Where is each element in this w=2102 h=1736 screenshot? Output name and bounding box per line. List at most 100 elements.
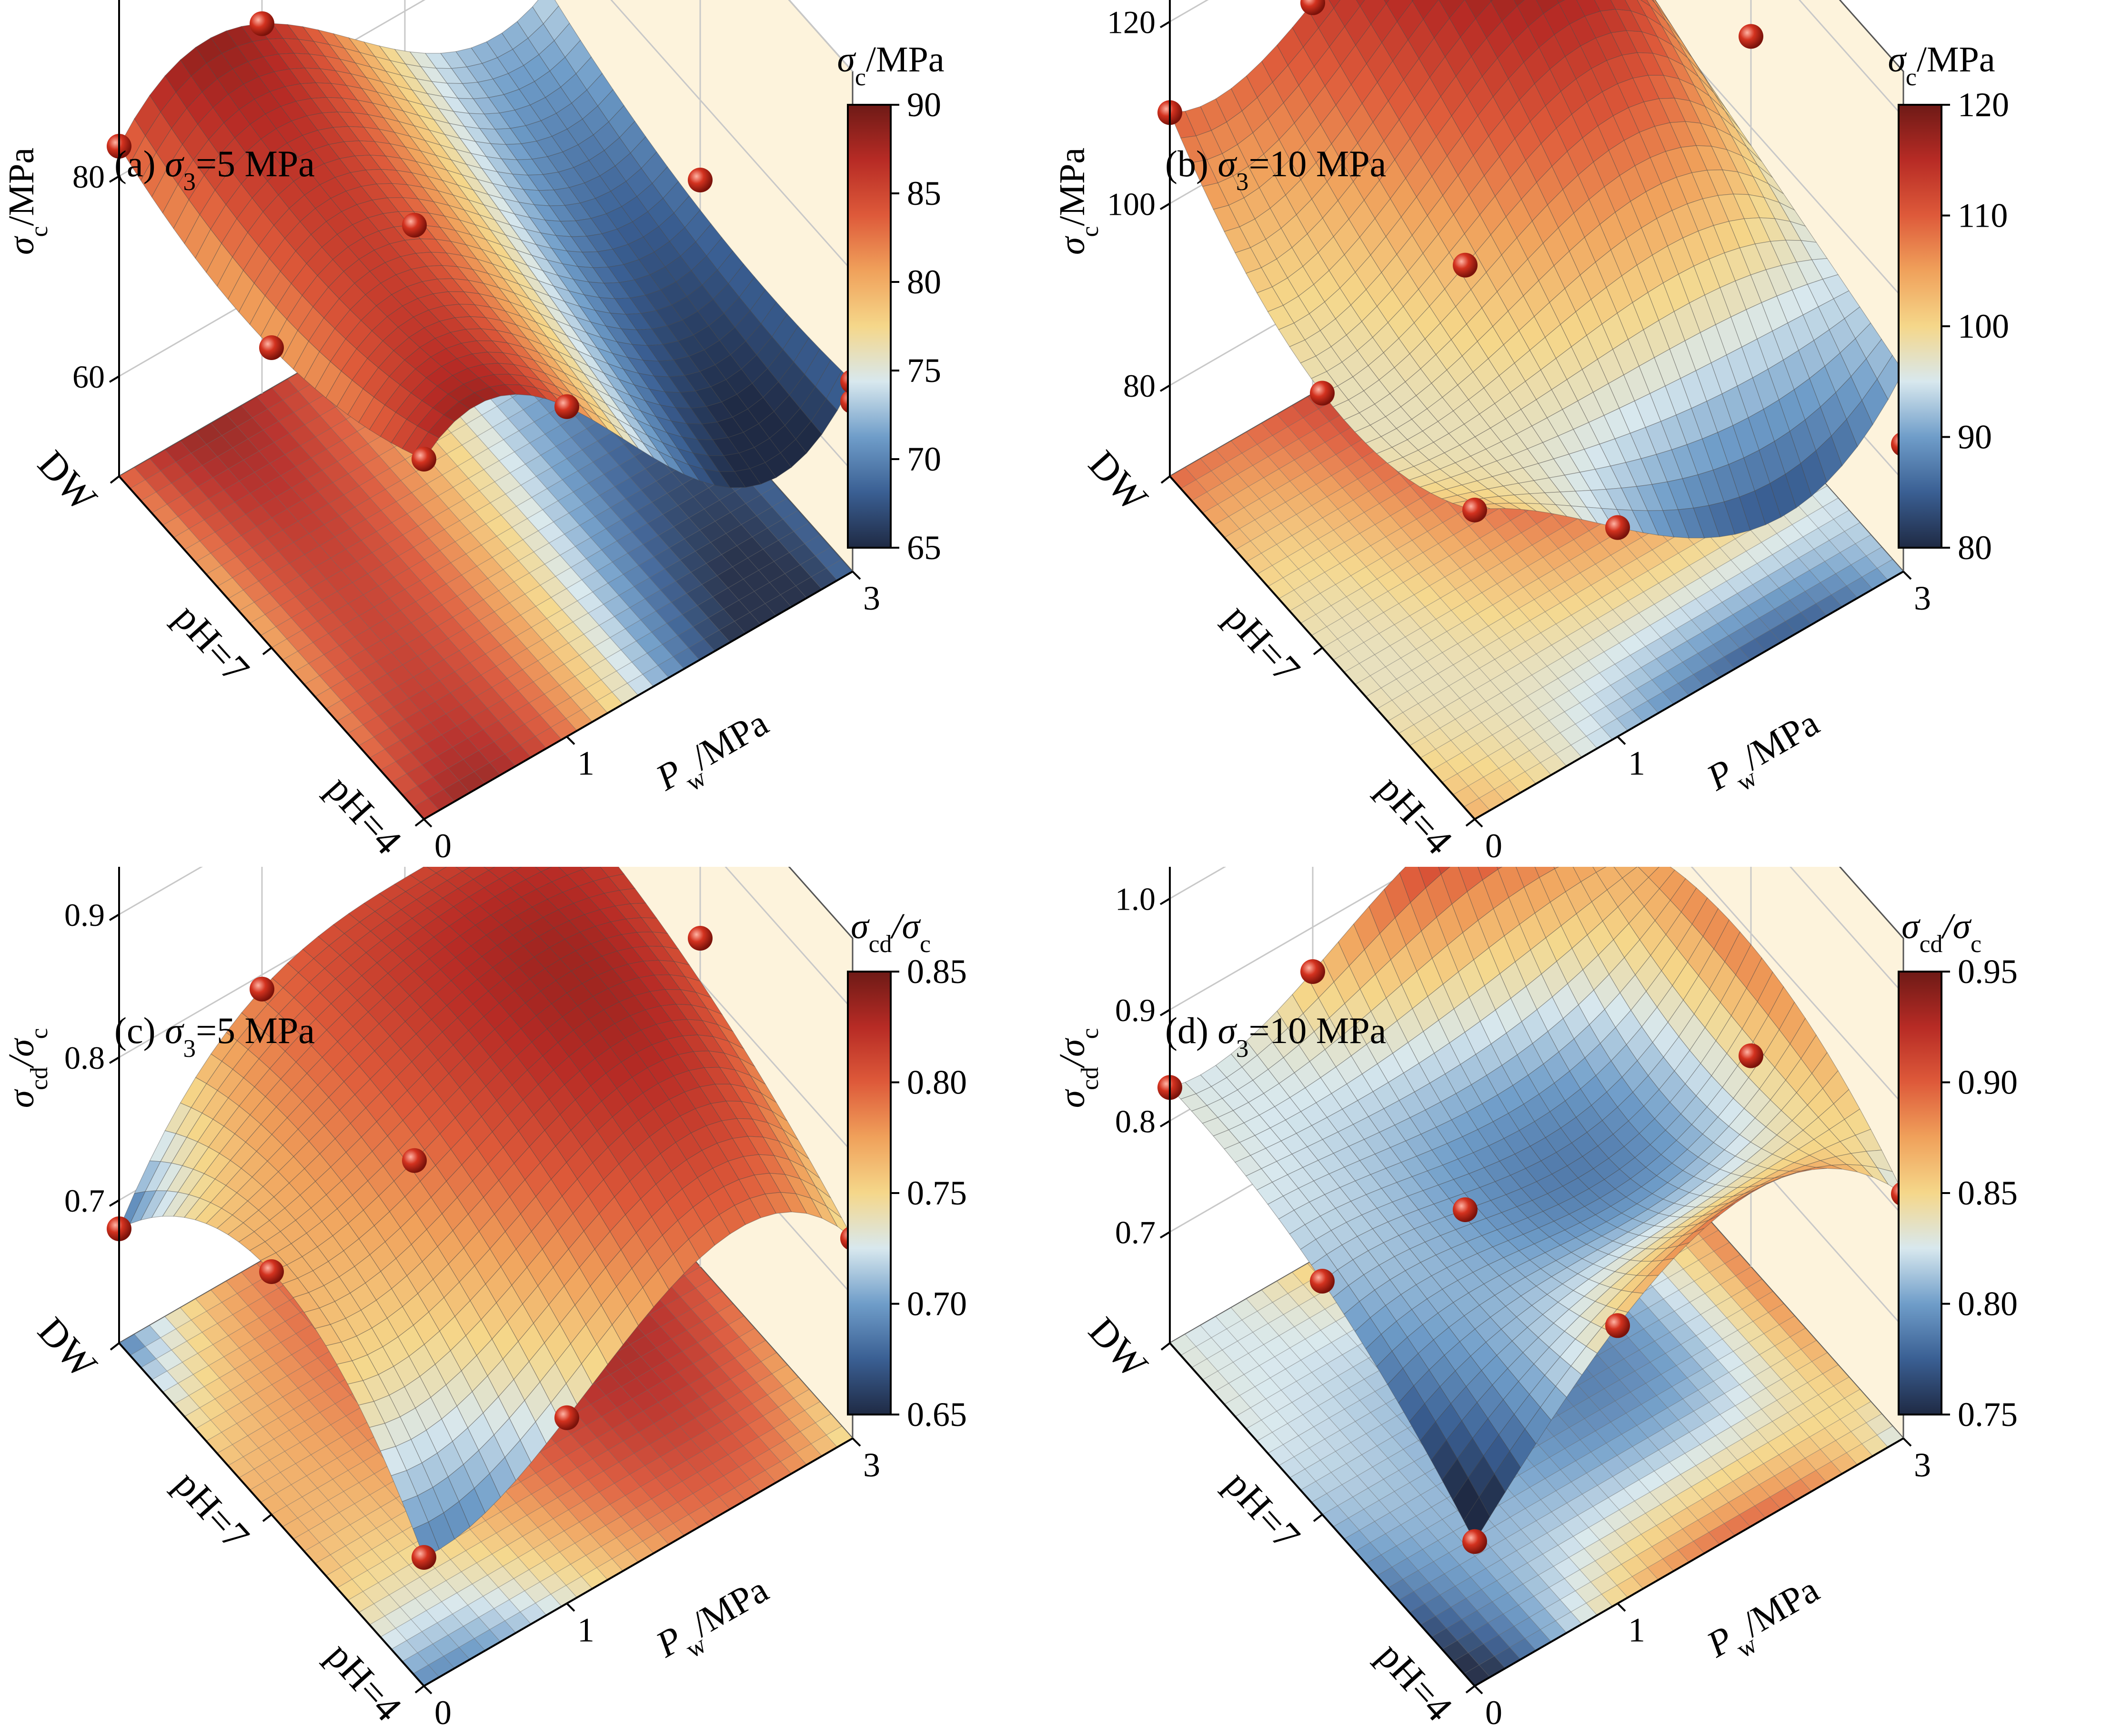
pw-tick xyxy=(424,819,432,827)
z-tick xyxy=(1160,1232,1170,1238)
data-point xyxy=(250,977,274,1002)
data-point xyxy=(1453,1197,1478,1222)
z-axis-title: σc/MPa xyxy=(1,148,53,255)
data-point xyxy=(688,926,713,951)
pw-tick xyxy=(1618,1604,1625,1611)
z-tick xyxy=(1160,21,1170,27)
pw-tick-label: 1 xyxy=(1628,744,1645,783)
pw-tick-label: 1 xyxy=(577,744,594,783)
data-point xyxy=(1462,498,1487,522)
z-tick-label: 1.0 xyxy=(1115,881,1156,917)
pw-tick-label: 1 xyxy=(577,1611,594,1649)
data-point xyxy=(259,1259,284,1284)
z-tick-label: 0.9 xyxy=(1115,992,1156,1028)
z-axis-title: σc/MPa xyxy=(1052,148,1104,255)
z-tick xyxy=(1160,1121,1170,1126)
colorbar-tick-label: 0.85 xyxy=(1958,1174,2018,1212)
pw-tick xyxy=(1903,572,1911,579)
colorbar-tick-label: 70 xyxy=(907,440,941,478)
z-tick xyxy=(110,914,119,920)
pw-tick xyxy=(1475,1686,1482,1694)
colorbar-title: σcd/σc xyxy=(1901,906,1981,958)
data-point xyxy=(1739,1044,1763,1068)
pw-tick-label: 3 xyxy=(1914,1446,1931,1484)
pw-tick-label: 0 xyxy=(434,827,452,865)
z-tick-label: 100 xyxy=(1107,186,1156,222)
pw-tick-label: 3 xyxy=(863,1446,880,1484)
data-point xyxy=(250,11,274,36)
pw-axis-title: Pw/MPa xyxy=(649,1568,781,1675)
data-point xyxy=(1310,1269,1335,1294)
z-tick-label: 0.8 xyxy=(64,1040,105,1076)
colorbar-tick-label: 120 xyxy=(1958,86,2009,124)
pw-axis-title: Pw/MPa xyxy=(1700,702,1831,808)
x-category-label: DW xyxy=(30,1309,105,1387)
z-tick-label: 120 xyxy=(1107,4,1156,40)
pw-tick xyxy=(1903,1438,1911,1446)
pw-tick-label: 0 xyxy=(1485,827,1502,865)
data-point xyxy=(1310,381,1335,406)
pw-tick xyxy=(567,737,574,744)
colorbar-tick-label: 85 xyxy=(907,174,941,212)
x-category-label: DW xyxy=(1080,1309,1156,1387)
pw-tick xyxy=(1475,819,1482,827)
colorbar-tick-label: 0.80 xyxy=(1958,1285,2018,1323)
data-point xyxy=(1739,24,1763,49)
colorbar-tick-label: 90 xyxy=(1958,418,1992,456)
colorbar-tick-label: 65 xyxy=(907,529,941,567)
z-axis-title: σcd/σc xyxy=(1,1028,53,1108)
x-tick xyxy=(1314,648,1322,654)
x-tick xyxy=(263,648,272,654)
z-tick-label: 80 xyxy=(1123,368,1156,404)
z-tick xyxy=(1160,203,1170,209)
z-tick-label: 0.7 xyxy=(1115,1214,1156,1251)
colorbar-tick-label: 0.75 xyxy=(907,1174,967,1212)
data-point xyxy=(412,1545,436,1570)
pw-tick xyxy=(567,1604,574,1611)
x-tick xyxy=(1314,1515,1322,1521)
colorbar-tick-label: 0.85 xyxy=(907,953,967,991)
data-point xyxy=(554,1405,579,1430)
colorbar xyxy=(848,105,891,548)
colorbar-tick-label: 0.75 xyxy=(1958,1395,2018,1434)
x-tick xyxy=(111,1343,119,1350)
z-axis-title: σcd/σc xyxy=(1052,1028,1104,1108)
x-tick xyxy=(1466,1686,1475,1693)
x-tick xyxy=(1466,819,1475,826)
z-tick xyxy=(110,1200,119,1206)
pw-tick-label: 3 xyxy=(1914,579,1931,617)
colorbar-tick-label: 75 xyxy=(907,351,941,390)
z-tick xyxy=(110,1057,119,1063)
z-tick xyxy=(1160,899,1170,904)
x-tick xyxy=(263,1515,272,1521)
z-tick-label: 0.9 xyxy=(64,897,105,933)
x-tick xyxy=(415,1686,424,1693)
z-tick-label: 60 xyxy=(72,359,105,395)
colorbar-tick-label: 0.70 xyxy=(907,1285,967,1323)
colorbar-tick-label: 0.90 xyxy=(1958,1064,2018,1102)
colorbar-tick-label: 100 xyxy=(1958,307,2009,345)
pw-tick xyxy=(853,572,860,579)
x-tick xyxy=(111,476,119,483)
pw-tick-label: 3 xyxy=(863,579,880,617)
pw-tick-label: 0 xyxy=(434,1694,452,1732)
data-point xyxy=(402,1148,427,1173)
pw-axis-title: Pw/MPa xyxy=(649,702,781,808)
data-point xyxy=(412,447,436,472)
x-category-label: DW xyxy=(1080,442,1156,520)
data-point xyxy=(1605,515,1630,540)
data-point xyxy=(554,394,579,419)
data-point xyxy=(1453,253,1478,278)
pw-tick-label: 0 xyxy=(1485,1694,1502,1732)
colorbar xyxy=(1899,972,1941,1415)
colorbar-tick-label: 80 xyxy=(907,263,941,301)
x-category-label: DW xyxy=(30,442,105,520)
colorbar-tick-label: 0.65 xyxy=(907,1395,967,1434)
z-tick xyxy=(1160,385,1170,391)
